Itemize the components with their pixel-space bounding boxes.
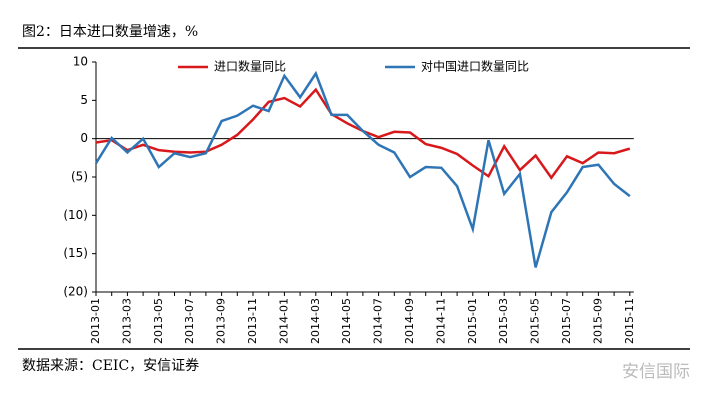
x-tick-label: 2014-03 bbox=[309, 298, 322, 344]
x-tick-label: 2015-05 bbox=[529, 298, 542, 344]
y-tick-label: (10) bbox=[63, 208, 88, 222]
x-tick-label: 2014-11 bbox=[434, 298, 447, 344]
legend-label: 进口数量同比 bbox=[214, 59, 286, 74]
x-tick-label: 2015-09 bbox=[591, 298, 604, 344]
source: 数据来源：CEIC，安信证券 bbox=[22, 358, 199, 374]
x-tick-label: 2013-01 bbox=[89, 298, 102, 344]
x-tick-label: 2014-01 bbox=[277, 298, 290, 344]
y-tick-label: (5) bbox=[71, 170, 88, 184]
y-tick-label: 5 bbox=[80, 93, 88, 107]
x-tick-label: 2014-05 bbox=[340, 298, 353, 344]
chart-title: 图2：日本进口数量增速，% bbox=[22, 24, 198, 40]
watermark: 安信国际 bbox=[622, 362, 690, 382]
x-tick-label: 2013-05 bbox=[152, 298, 165, 344]
series-line bbox=[95, 87, 631, 180]
x-tick-label: 2013-11 bbox=[246, 298, 259, 344]
x-tick-label: 2013-07 bbox=[183, 298, 196, 344]
y-tick-label: 10 bbox=[73, 55, 88, 69]
x-tick-label: 2015-03 bbox=[497, 298, 510, 344]
legend-label: 对中国进口数量同比 bbox=[421, 59, 529, 74]
x-tick-label: 2015-11 bbox=[623, 298, 636, 344]
x-tick-label: 2015-07 bbox=[560, 298, 573, 344]
series-line bbox=[94, 70, 631, 268]
y-tick-label: (15) bbox=[63, 246, 88, 260]
x-tick-label: 2013-03 bbox=[120, 298, 133, 344]
y-tick-label: 0 bbox=[80, 131, 88, 145]
x-tick-label: 2014-09 bbox=[403, 298, 416, 344]
x-tick-label: 2014-07 bbox=[372, 298, 385, 344]
x-tick-label: 2015-01 bbox=[466, 298, 479, 344]
x-tick-label: 2013-09 bbox=[215, 298, 228, 344]
y-tick-label: (20) bbox=[63, 285, 88, 299]
